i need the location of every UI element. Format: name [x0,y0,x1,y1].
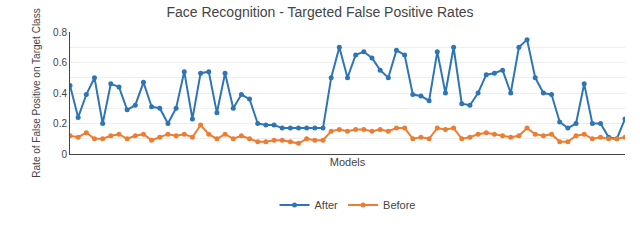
svg-text:0.8: 0.8 [53,27,67,38]
svg-text:Face Recognition - Targeted Fa: Face Recognition - Targeted False Positi… [166,4,473,20]
svg-text:0: 0 [61,149,67,160]
svg-text:Models: Models [330,156,366,168]
svg-text:0.6: 0.6 [53,57,67,68]
svg-text:0.4: 0.4 [53,88,67,99]
svg-text:0.2: 0.2 [53,118,67,129]
svg-text:Rate of False Positive on Targ: Rate of False Positive on Target Class [31,8,42,177]
svg-text:After: After [315,199,339,211]
svg-text:Before: Before [383,199,415,211]
